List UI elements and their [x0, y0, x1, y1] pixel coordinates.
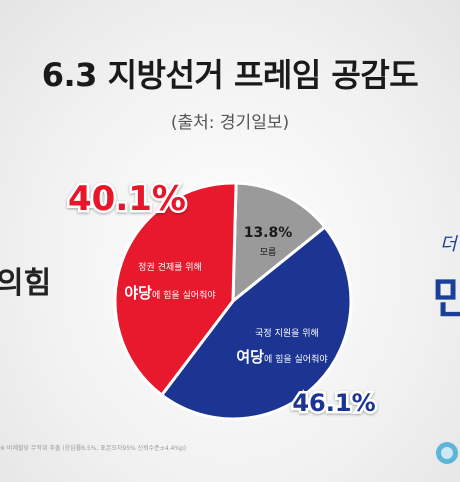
unsure-slice-label: 모름	[260, 247, 277, 258]
footnote: ※ 비례할당 무작위 추출 (응답률6.5%, 표본오차95% 신뢰수준±4.4…	[0, 445, 187, 452]
opposition-label-line1: 정권 견제를 위해	[138, 261, 202, 273]
pie-slice-ruling	[159, 224, 353, 421]
pie-slice-unsure	[231, 181, 328, 305]
pie-slices	[113, 181, 353, 421]
channel-logo-icon	[434, 438, 460, 472]
opposition-label-line2: 야당에 힘을 실어줘야	[124, 284, 215, 302]
right-party-label: 민	[432, 273, 460, 324]
chart-title: 6.3 지방선거 프레임 공감도	[41, 56, 419, 94]
pie-slice-opposition	[113, 181, 238, 398]
ruling-label-line2: 여당에 힘을 실어줘야	[236, 348, 327, 366]
ruling-value-label: 46.1%	[292, 389, 375, 417]
right-party-top-label: 더	[440, 234, 457, 255]
left-party-label: 의힘	[0, 266, 52, 301]
ruling-label-line1: 국정 지원을 위해	[255, 328, 319, 339]
chart-subtitle: (출처: 경기일보)	[170, 113, 290, 133]
unsure-value-label: 13.8%	[244, 225, 293, 241]
opposition-value-label: 40.1%	[68, 179, 186, 219]
